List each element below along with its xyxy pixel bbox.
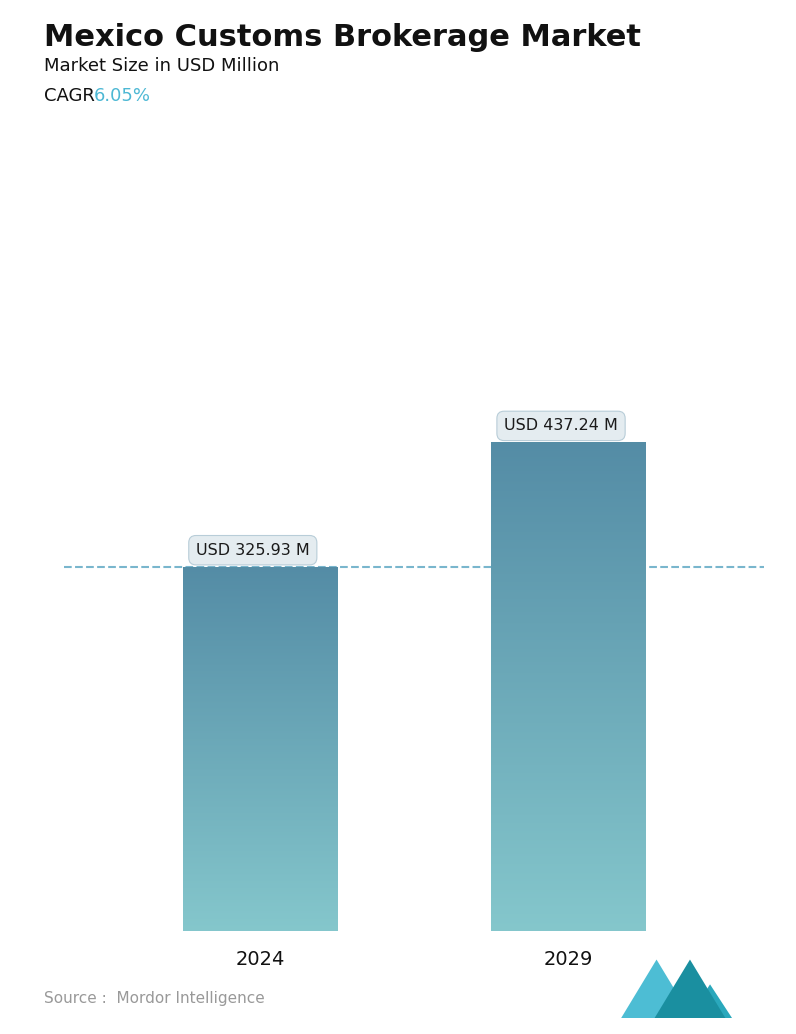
Text: USD 437.24 M: USD 437.24 M: [504, 419, 618, 433]
Text: USD 325.93 M: USD 325.93 M: [196, 543, 310, 557]
Text: Market Size in USD Million: Market Size in USD Million: [44, 57, 279, 74]
Text: Source :  Mordor Intelligence: Source : Mordor Intelligence: [44, 991, 264, 1006]
Text: CAGR: CAGR: [44, 87, 95, 104]
Polygon shape: [688, 984, 732, 1018]
Polygon shape: [621, 960, 693, 1018]
Polygon shape: [654, 960, 726, 1018]
Text: Mexico Customs Brokerage Market: Mexico Customs Brokerage Market: [44, 23, 641, 52]
Text: 6.05%: 6.05%: [94, 87, 151, 104]
